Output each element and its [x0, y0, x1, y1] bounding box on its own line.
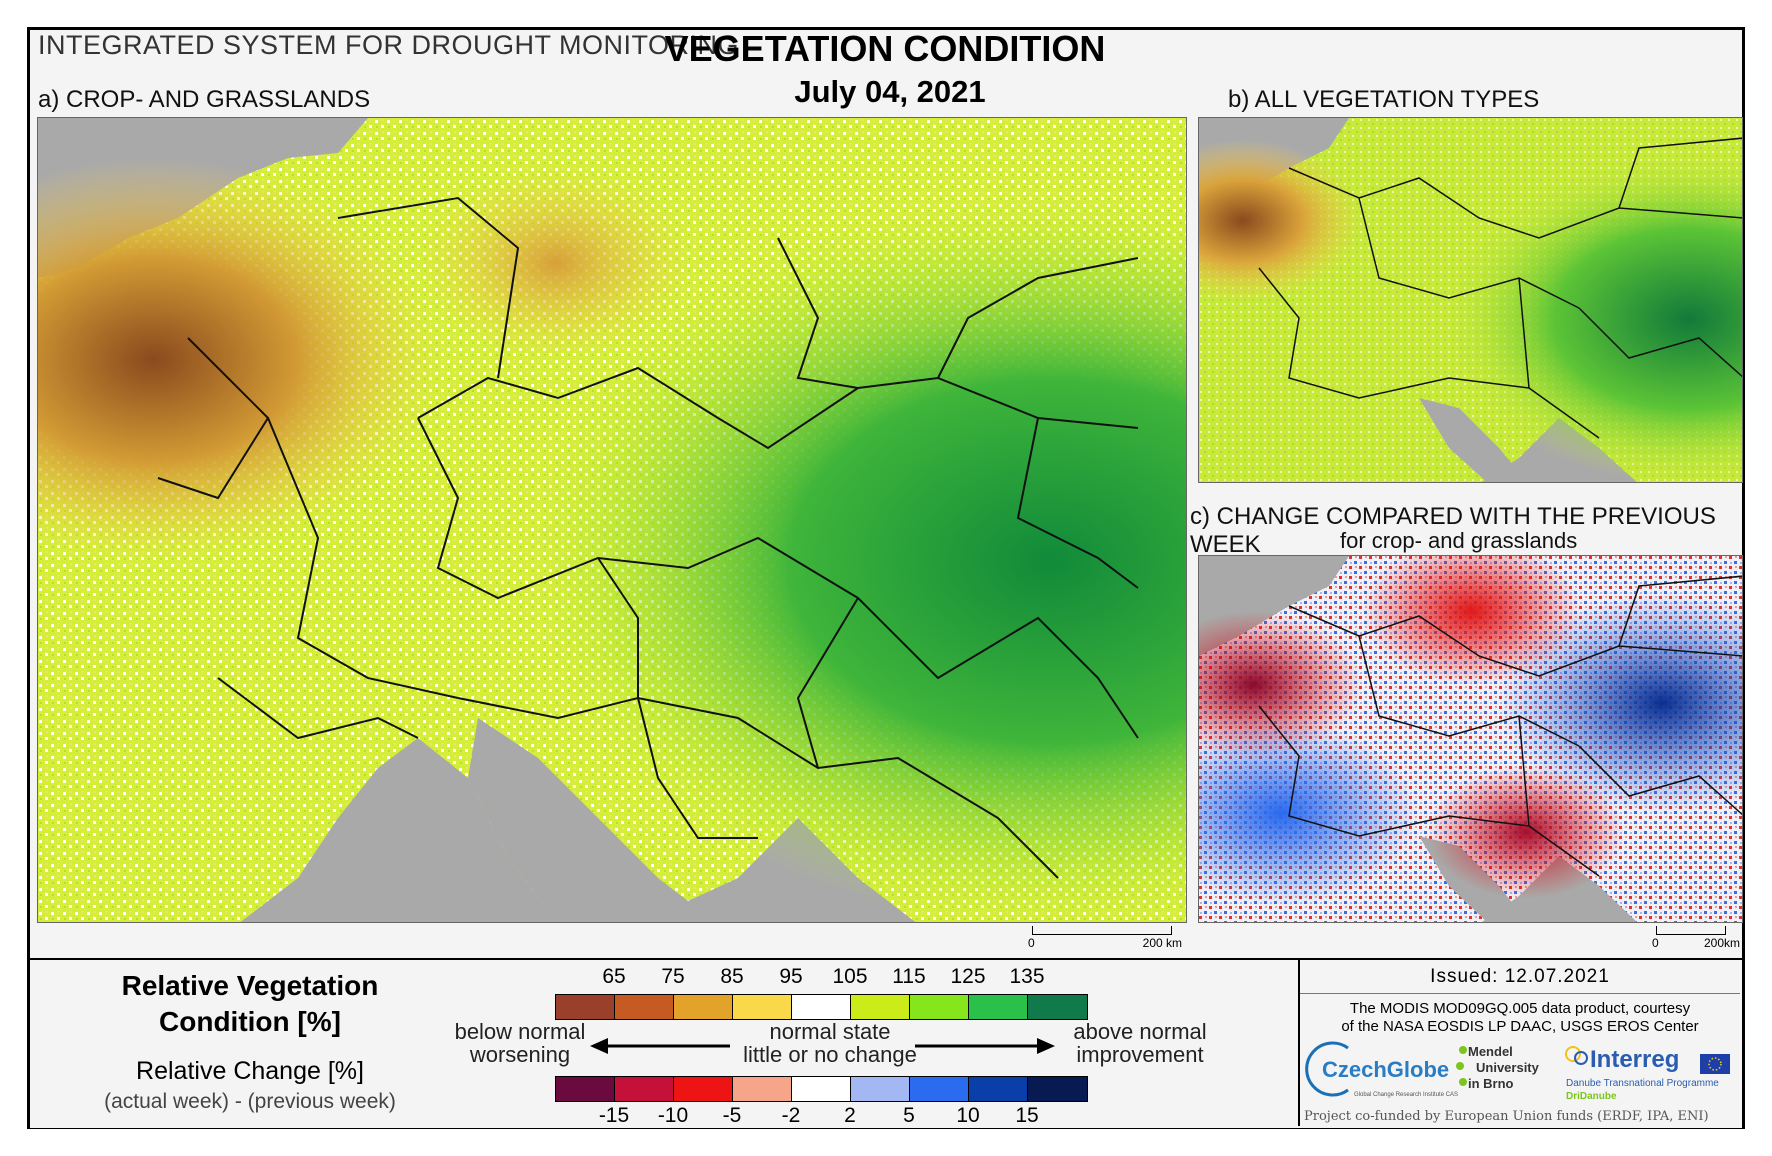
panel-c-svg [1199, 556, 1742, 922]
legend-condition-title-1: Relative Vegetation [121, 970, 379, 1001]
credit-text: The MODIS MOD09GQ.005 data product, cour… [1300, 1000, 1740, 1036]
czechglobe-logo-sub: Global Change Research Institute CAS [1354, 1092, 1459, 1098]
issued-divider [1300, 993, 1740, 994]
panel-b-map [1198, 117, 1743, 483]
condition-swatch [1028, 995, 1087, 1019]
condition-tick: 115 [892, 965, 926, 988]
condition-swatch [792, 995, 851, 1019]
change-ticks: -15 -10 -5 -2 2 5 10 15 [0, 1104, 1772, 1130]
desc-below: below normal worsening [440, 1020, 600, 1066]
desc-below-2: worsening [469, 1042, 571, 1067]
panel-a-map [37, 117, 1187, 923]
desc-normal-2: little or no change [743, 1042, 917, 1067]
mendel-logo-3: in Brno [1468, 1076, 1514, 1091]
condition-swatch [969, 995, 1028, 1019]
condition-tick: 75 [661, 965, 685, 988]
panel-c-map [1198, 555, 1743, 923]
panel-b-svg [1199, 118, 1742, 482]
change-tick: -2 [781, 1104, 801, 1127]
desc-above-1: above normal [1073, 1019, 1207, 1044]
czechglobe-logo-icon [1305, 1041, 1349, 1097]
interreg-logo-text: Interreg [1590, 1046, 1680, 1073]
change-tick: 10 [956, 1104, 980, 1127]
change-tick: -15 [598, 1104, 630, 1127]
eu-flag-icon [1700, 1054, 1730, 1074]
system-title: INTEGRATED SYSTEM FOR DROUGHT MONITORING [38, 30, 740, 60]
panel-a-label: a) CROP- AND GRASSLANDS [38, 86, 371, 113]
panel-a-svg [38, 118, 1186, 922]
panel-c-scale-end: 200km [1703, 936, 1740, 950]
legend-change-formula: (actual week) - (previous week) [104, 1090, 396, 1113]
change-tick: 5 [903, 1104, 915, 1127]
condition-tick: 85 [720, 965, 744, 988]
change-swatch [556, 1077, 615, 1101]
change-swatch [615, 1077, 674, 1101]
mendel-logo: Mendel University in Brno [1468, 1044, 1539, 1092]
panel-c-sublabel: for crop- and grasslands [1340, 528, 1578, 553]
panel-c-label: c) CHANGE COMPARED WITH THE PREVIOUS WEE… [1190, 503, 1716, 558]
issued-date: Issued: 12.07.2021 [1430, 966, 1610, 987]
legend-change-title: Relative Change [%] [136, 1057, 364, 1085]
interreg-swirl-icon [1565, 1046, 1588, 1065]
change-swatch [674, 1077, 733, 1101]
change-swatch [851, 1077, 910, 1101]
change-tick: -10 [657, 1104, 689, 1127]
panel-a-scale-zero: 0 [1028, 936, 1035, 950]
condition-swatch [674, 995, 733, 1019]
credit-line-1: The MODIS MOD09GQ.005 data product, cour… [1349, 1000, 1691, 1017]
change-swatch [1028, 1077, 1087, 1101]
condition-color-scale [555, 994, 1088, 1020]
mendel-dots-icon [1456, 1046, 1467, 1086]
condition-ticks: 65 75 85 95 105 115 125 135 [0, 965, 1772, 995]
czechglobe-logo-text: CzechGlobe [1322, 1057, 1450, 1082]
condition-tick: 135 [1009, 965, 1045, 988]
credit-line-2: of the NASA EOSDIS LP DAAC, USGS EROS Ce… [1341, 1018, 1699, 1035]
map-date: July 04, 2021 [794, 74, 986, 109]
condition-tick: 105 [832, 965, 868, 988]
change-swatch [969, 1077, 1028, 1101]
condition-swatch [910, 995, 969, 1019]
arrow-right-icon [915, 1038, 1055, 1054]
panel-b-label: b) ALL VEGETATION TYPES [1228, 86, 1540, 113]
condition-swatch [851, 995, 910, 1019]
desc-normal: normal state little or no change [720, 1020, 940, 1066]
panel-a-scalebar: 0 200 km [1028, 926, 1182, 950]
condition-swatch [556, 995, 615, 1019]
cofunded-text: Project co-funded by European Union fund… [1304, 1109, 1709, 1124]
change-color-scale [555, 1076, 1088, 1102]
interreg-sub: Danube Transnational Programme [1566, 1078, 1719, 1089]
condition-swatch [733, 995, 792, 1019]
arrow-left-icon [590, 1038, 730, 1054]
main-title: VEGETATION CONDITION [664, 28, 1106, 69]
desc-below-1: below normal [454, 1019, 586, 1044]
desc-normal-1: normal state [769, 1019, 891, 1044]
change-tick: -5 [722, 1104, 742, 1127]
panel-a-scale-end: 200 km [1142, 936, 1182, 950]
condition-tick: 65 [602, 965, 626, 988]
condition-tick: 95 [779, 965, 803, 988]
change-swatch [910, 1077, 969, 1101]
change-swatch [733, 1077, 792, 1101]
desc-above-2: improvement [1076, 1042, 1204, 1067]
condition-swatch [615, 995, 674, 1019]
change-tick: 15 [1015, 1104, 1039, 1127]
change-swatch [792, 1077, 851, 1101]
dridanube-logo: DriDanube [1566, 1091, 1617, 1102]
issued-box [1298, 958, 1744, 1126]
panel-c-scale-zero: 0 [1652, 936, 1659, 950]
change-tick: 2 [844, 1104, 856, 1127]
condition-tick: 125 [950, 965, 986, 988]
desc-above: above normal improvement [1050, 1020, 1230, 1066]
panel-bc-scalebar: 0 200km [1652, 926, 1740, 950]
mendel-logo-1: Mendel [1468, 1044, 1513, 1059]
legend-condition-title-2: Condition [%] [159, 1006, 341, 1037]
mendel-logo-2: University [1476, 1060, 1539, 1075]
